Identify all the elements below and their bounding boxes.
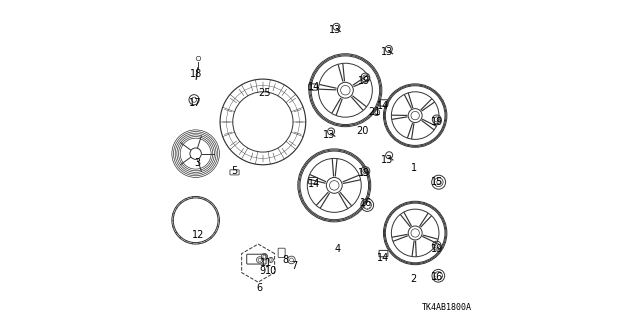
Text: 17: 17 (189, 98, 201, 108)
Text: 19: 19 (431, 244, 444, 254)
Text: 13: 13 (323, 130, 335, 140)
Text: 14: 14 (378, 253, 390, 263)
Text: 2: 2 (410, 274, 417, 284)
Text: 19: 19 (431, 117, 444, 127)
Text: 16: 16 (431, 272, 444, 282)
Text: 13: 13 (329, 25, 341, 35)
Text: 9: 9 (260, 266, 266, 276)
Text: 12: 12 (192, 229, 204, 240)
Text: 3: 3 (195, 158, 201, 168)
Text: 11: 11 (260, 258, 272, 268)
Text: 19: 19 (358, 168, 371, 178)
Text: 20: 20 (356, 126, 369, 136)
Text: 21: 21 (369, 108, 381, 117)
Text: 15: 15 (431, 177, 444, 187)
Text: 13: 13 (381, 47, 393, 57)
Text: 1: 1 (410, 163, 417, 173)
Text: 19: 19 (358, 76, 371, 86)
Text: 10: 10 (265, 266, 277, 276)
Text: TK4AB1800A: TK4AB1800A (422, 303, 472, 312)
Text: 14: 14 (308, 179, 320, 189)
Text: 5: 5 (231, 166, 237, 176)
Text: 7: 7 (291, 261, 298, 271)
Text: 25: 25 (258, 88, 271, 98)
Text: 6: 6 (257, 284, 263, 293)
Text: 14: 14 (308, 82, 320, 92)
Text: 8: 8 (282, 255, 288, 265)
Text: 18: 18 (190, 69, 202, 79)
Text: 14: 14 (378, 101, 390, 111)
Text: 16: 16 (360, 198, 372, 208)
Text: 4: 4 (334, 244, 340, 254)
Text: 13: 13 (381, 155, 393, 165)
